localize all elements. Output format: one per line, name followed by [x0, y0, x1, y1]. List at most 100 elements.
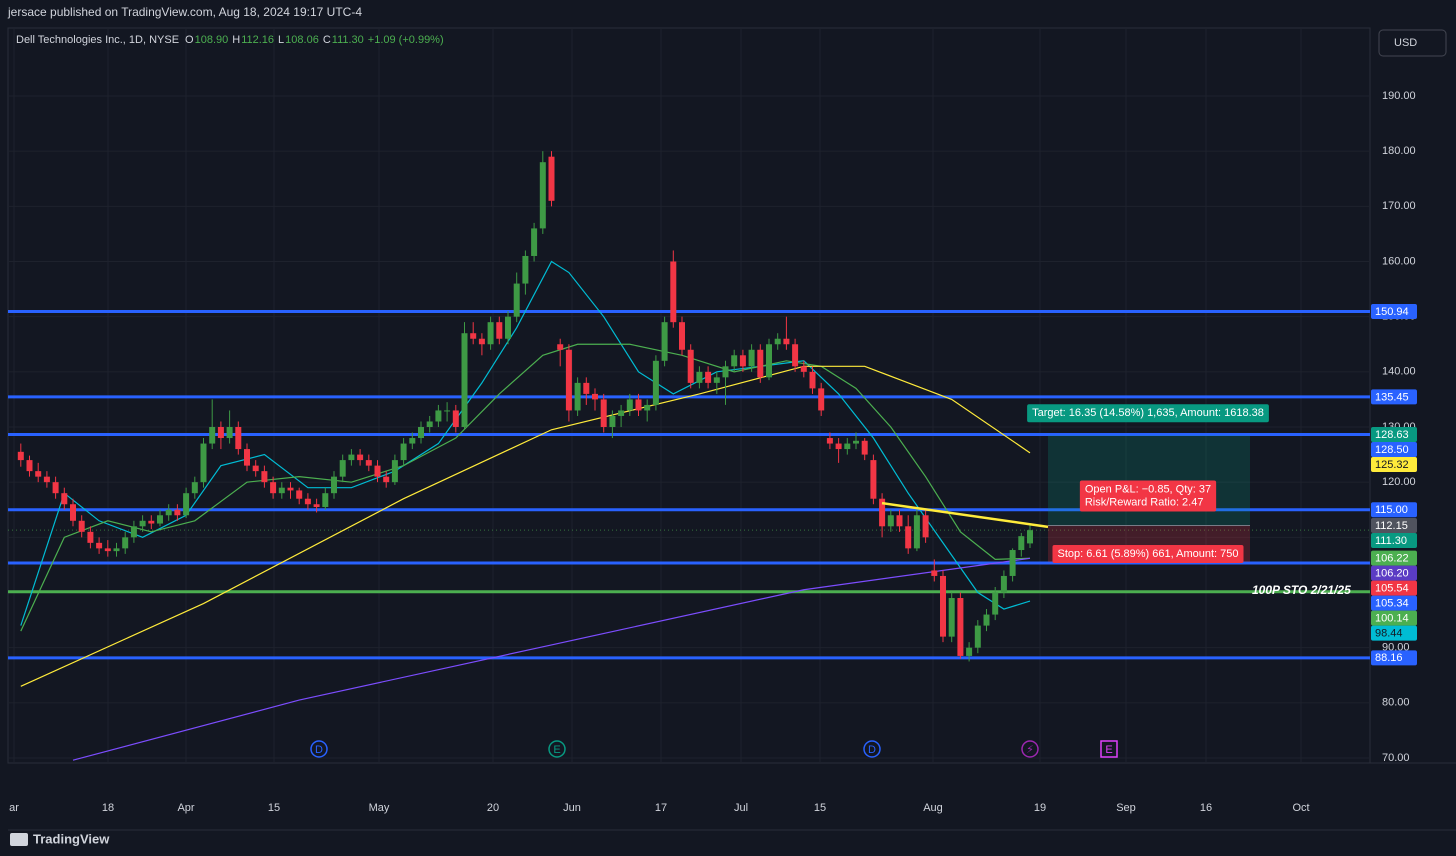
- price-tag-label: 150.94: [1375, 306, 1409, 318]
- moving-average: [20, 365, 1031, 687]
- price-tag: [1371, 502, 1417, 518]
- candle-body: [687, 349, 694, 383]
- candle-body: [1027, 530, 1033, 544]
- price-tick-label: 190.00: [1382, 90, 1416, 102]
- candle-body: [966, 647, 973, 656]
- candle-body: [383, 476, 390, 483]
- event-label: E: [553, 744, 560, 756]
- candle-body: [200, 443, 207, 483]
- candle-body: [835, 443, 842, 450]
- profit-zone: [1048, 435, 1250, 526]
- candle-body: [757, 349, 764, 378]
- ohlc-value: 108.06: [285, 34, 319, 46]
- candle-body: [409, 438, 416, 444]
- currency[interactable]: USD: [1394, 37, 1417, 49]
- price-tag-label: 125.32: [1375, 459, 1409, 471]
- event-icon: [863, 740, 881, 758]
- ohlc-value: 112.16: [241, 34, 274, 46]
- candle-body: [313, 504, 320, 507]
- candle-body: [609, 415, 616, 427]
- candle-body: [287, 487, 294, 491]
- candle-body: [278, 487, 285, 494]
- date-label: May: [369, 802, 390, 814]
- candle-body: [670, 261, 677, 323]
- price-tag: [1371, 580, 1417, 596]
- target-label-box: [1027, 404, 1269, 423]
- candle-body: [774, 338, 781, 345]
- ohlc-value: 111.30: [332, 34, 364, 46]
- candle-body: [548, 156, 555, 201]
- candle-body: [870, 460, 877, 499]
- pnl-label: Open P&L: −0.85, Qty: 37: [1085, 483, 1211, 495]
- candle-body: [948, 598, 955, 637]
- trendline: [881, 501, 1049, 529]
- candle-body: [1000, 575, 1007, 593]
- candle-body: [522, 255, 529, 284]
- event-icon: [1021, 740, 1039, 758]
- candle-body: [157, 515, 163, 524]
- candle-body: [879, 498, 886, 527]
- price-tag: [1371, 303, 1417, 319]
- currency-button[interactable]: [1378, 29, 1447, 57]
- candle-body: [992, 592, 999, 615]
- date-label: ar: [9, 802, 19, 814]
- candle-body: [87, 531, 94, 543]
- price-tag-label: 105.54: [1375, 583, 1409, 595]
- date-label: 17: [655, 802, 667, 814]
- price-tick-label: 80.00: [1382, 697, 1410, 709]
- candle-body: [174, 509, 181, 516]
- candle-body: [922, 515, 929, 538]
- price-tag: [1371, 427, 1417, 443]
- date-label: 20: [487, 802, 499, 814]
- price-tick-label: 170.00: [1382, 200, 1416, 212]
- price-tag-label: 128.63: [1375, 429, 1409, 441]
- candle-body: [592, 393, 598, 400]
- candle-body: [296, 490, 303, 499]
- stop-label: Stop: 6.61 (5.89%) 661, Amount: 750: [1057, 548, 1238, 560]
- event-icon: [548, 740, 566, 758]
- candle-body: [983, 614, 990, 626]
- candle-body: [217, 427, 224, 439]
- candle-body: [974, 625, 981, 648]
- candle-body: [583, 382, 590, 394]
- candle-body: [191, 482, 198, 494]
- candle-body: [557, 344, 564, 350]
- candle-body: [270, 482, 277, 494]
- candle-body: [679, 322, 685, 350]
- ohlc-key: H: [232, 34, 240, 46]
- price-tag: [1371, 610, 1417, 626]
- price-tag-label: 98.44: [1375, 628, 1403, 640]
- footer-brand: TradingView: [33, 831, 110, 846]
- candle-body: [418, 427, 424, 439]
- event-label: D: [868, 744, 876, 756]
- candle-body: [896, 515, 903, 527]
- date-label: 15: [268, 802, 280, 814]
- price-tag: [1371, 532, 1417, 548]
- price-tag: [1371, 595, 1417, 611]
- candle-body: [739, 355, 746, 367]
- event-label: E: [1105, 744, 1112, 756]
- candle-body: [374, 465, 381, 477]
- date-label: Jul: [734, 802, 748, 814]
- candle-body: [713, 377, 720, 383]
- price-tick-label: 180.00: [1382, 145, 1416, 157]
- candle-body: [574, 382, 581, 411]
- candle-body: [487, 322, 494, 345]
- candle-body: [78, 520, 85, 532]
- candle-body: [452, 410, 459, 427]
- ohlc-key: O: [185, 34, 194, 46]
- candle-body: [513, 283, 520, 317]
- candle-body: [461, 333, 468, 427]
- candle-body: [1009, 550, 1016, 576]
- candle-body: [809, 371, 816, 389]
- candle-body: [505, 316, 511, 339]
- price-tick-label: 160.00: [1382, 255, 1416, 267]
- price-tag-label: 115.00: [1375, 504, 1408, 516]
- candle-body: [722, 366, 729, 378]
- date-label: 15: [814, 802, 826, 814]
- candle-body: [844, 443, 851, 450]
- candle-body: [853, 440, 859, 444]
- price-tag-label: 135.45: [1375, 391, 1409, 403]
- candle-body: [783, 338, 790, 345]
- date-label: Oct: [1292, 802, 1309, 814]
